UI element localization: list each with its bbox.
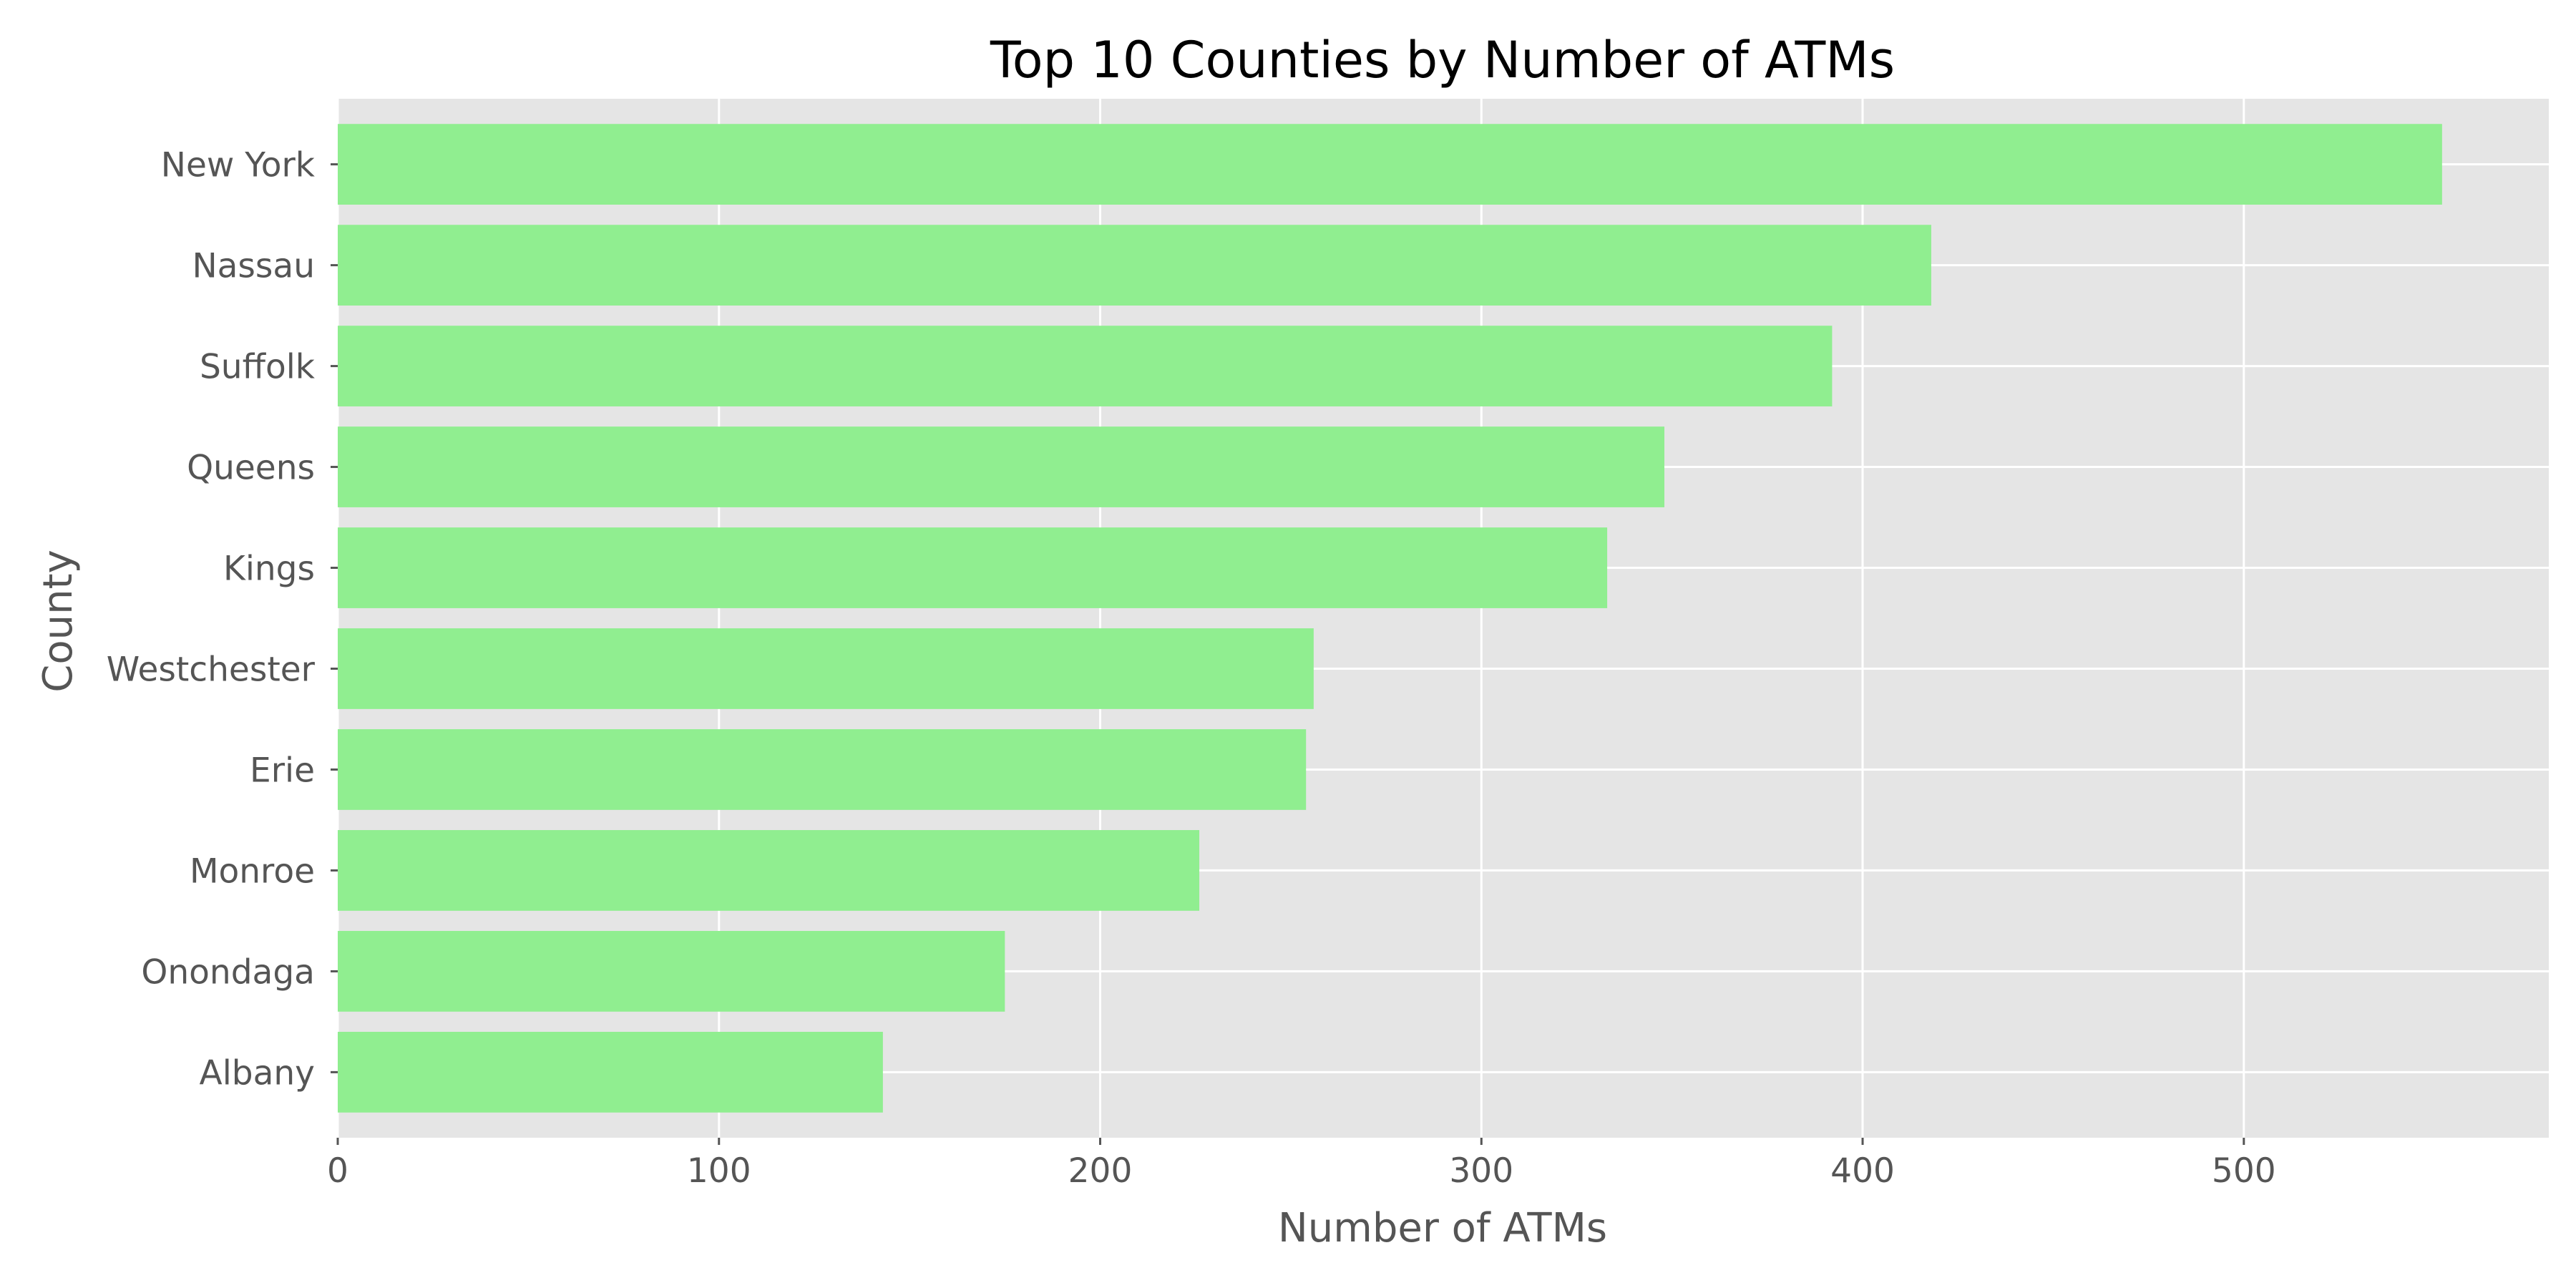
bar-monroe (338, 830, 1200, 911)
bar-onondaga (338, 931, 1005, 1012)
x-tick-label: 300 (1449, 1151, 1513, 1191)
bar-suffolk (338, 326, 1833, 406)
y-tick-label: Kings (223, 550, 315, 589)
y-tick-label: Nassau (192, 247, 315, 286)
y-tick-label: Queens (187, 449, 315, 488)
bar-nassau (338, 225, 1931, 306)
bar-erie (338, 729, 1307, 810)
x-tick-label: 500 (2212, 1151, 2276, 1191)
bar-queens (338, 426, 1664, 507)
y-axis-label: County (35, 550, 82, 692)
x-tick-label: 0 (327, 1151, 348, 1191)
bar-layer (338, 124, 2442, 1113)
y-tick-label: Monroe (190, 852, 315, 891)
bar-albany (338, 1031, 883, 1113)
y-tick-label: Westchester (107, 650, 316, 689)
y-tick-label: New York (161, 146, 316, 185)
y-tick-label: Albany (200, 1053, 315, 1093)
tick-layer: 0 100 200 300 400 500 New York Nassau Suffolk Que… (107, 146, 2276, 1191)
x-tick-label: 200 (1068, 1151, 1133, 1191)
x-tick-label: 400 (1830, 1151, 1895, 1191)
x-tick-label: 100 (687, 1151, 751, 1191)
y-tick-label: Onondaga (141, 952, 315, 992)
y-tick-label: Erie (250, 751, 315, 790)
x-axis-label: Number of ATMs (1278, 1205, 1607, 1252)
bar-westchester (338, 628, 1314, 709)
chart-title: Top 10 Counties by Number of ATMs (990, 31, 1895, 89)
bar-kings (338, 527, 1608, 608)
bar-new-york (338, 124, 2442, 205)
y-tick-label: Suffolk (200, 348, 316, 387)
